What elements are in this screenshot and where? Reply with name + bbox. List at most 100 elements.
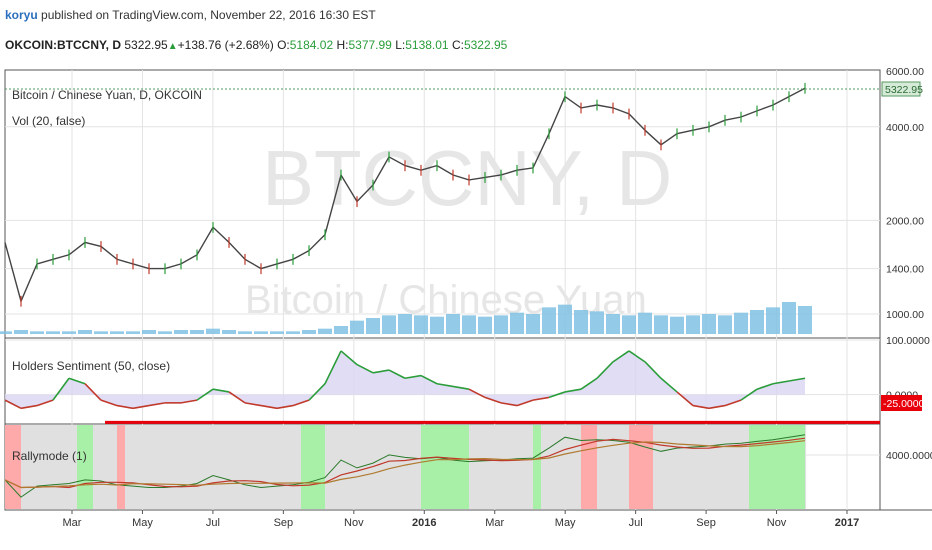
rally-band (301, 425, 325, 509)
volume-bar (206, 328, 220, 334)
close-value: 5322.95 (463, 38, 508, 52)
symbol-label: OKCOIN:BTCCNY, D (5, 38, 121, 52)
rally-band (629, 425, 653, 509)
sentiment-segment (660, 377, 678, 393)
sentiment-segment (740, 388, 758, 401)
x-tick-label: May (555, 517, 576, 529)
volume-bar (318, 328, 332, 334)
sentiment-segment (500, 402, 518, 407)
rally-band (5, 425, 21, 509)
volume-pane-title: Vol (20, false) (12, 114, 85, 128)
x-tick-label: Mar (63, 517, 82, 529)
rally-pane-title: Rallymode (1) (12, 449, 87, 463)
sentiment-segment (564, 388, 582, 393)
threshold-tag (881, 395, 922, 411)
volume-bar (222, 330, 236, 334)
rally-band (533, 425, 541, 509)
publish-info: published on TradingView.com, November 2… (41, 8, 376, 22)
y-tick-label: 4000.00 (886, 122, 924, 134)
x-tick-label: Sep (696, 517, 716, 529)
volume-bar (190, 330, 204, 334)
sentiment-segment (772, 380, 790, 385)
sentiment-area (5, 350, 805, 409)
rally-band (581, 425, 597, 509)
change-value: +138.76 (+2.68%) (177, 38, 274, 52)
volume-bar (446, 314, 460, 334)
low-value: 5138.01 (405, 38, 449, 52)
sentiment-segment (4, 399, 22, 410)
sentiment-segment (116, 404, 134, 410)
volume-bar (430, 316, 444, 334)
rally-price-line (4, 434, 806, 498)
publish-line: koryu published on TradingView.com, Nove… (5, 8, 376, 22)
x-tick-label: 2016 (412, 517, 436, 529)
x-tick-label: Jul (629, 517, 643, 529)
price-series (4, 82, 806, 307)
volume-bar (126, 331, 140, 334)
high-value: 5377.99 (348, 38, 392, 52)
volume-bar (702, 314, 716, 334)
sentiment-segment (644, 361, 662, 379)
rally-series (4, 434, 806, 498)
sentiment-segment (308, 383, 326, 401)
volume-bar (782, 302, 796, 334)
volume-bar (510, 312, 524, 334)
volume-bar (110, 331, 124, 334)
sentiment-segment (180, 399, 198, 404)
volume-bar (14, 330, 28, 334)
price-panel (4, 69, 881, 339)
volume-bar (270, 331, 284, 334)
ohlc-line: OKCOIN:BTCCNY, D 5322.95▲+138.76 (+2.68%… (5, 38, 507, 52)
sentiment-series (4, 350, 806, 410)
volume-bar (590, 311, 604, 334)
y-tick-label: 2000.00 (886, 215, 924, 227)
sentiment-segment (468, 388, 486, 399)
y-tick-label: 1400.00 (886, 264, 924, 276)
sentiment-segment (436, 382, 454, 388)
sentiment-segment (724, 399, 742, 407)
rally-background (6, 425, 806, 509)
author-link[interactable]: koryu (5, 8, 38, 22)
volume-bar (174, 330, 188, 334)
volume-bar (526, 314, 540, 334)
volume-bar (286, 331, 300, 334)
volume-bar (158, 331, 172, 334)
volume-bar (734, 312, 748, 334)
sentiment-segment (276, 404, 294, 410)
volume-bars (0, 302, 812, 334)
y-tick-label: 100.0000 (886, 335, 930, 347)
open-label: O: (277, 38, 290, 52)
volume-bar (142, 330, 156, 334)
sentiment-segment (260, 404, 278, 410)
volume-bar (750, 310, 764, 334)
last-price-tag-label: 5322.95 (885, 84, 923, 96)
sentiment-segment (36, 399, 54, 407)
volume-bar (0, 331, 12, 334)
volume-bar (478, 316, 492, 334)
volume-bar (542, 307, 556, 334)
x-axis-labels: Mar May Jul Sep Nov 2016 Mar May Jul Sep Nov 2017 (63, 510, 859, 529)
volume-bar (558, 304, 572, 334)
threshold-tag-label: -25.0000 (883, 398, 925, 410)
sentiment-segment (356, 363, 374, 374)
volume-bar (574, 310, 588, 334)
sentiment-segment (580, 377, 598, 390)
volume-bar (462, 315, 476, 334)
watermark-symbol: BTCCNY, D (262, 134, 672, 222)
volume-bar (62, 331, 76, 334)
sentiment-segment (420, 374, 438, 385)
sentiment-segment (212, 388, 230, 393)
sentiment-segment (596, 361, 614, 379)
volume-bar (366, 318, 380, 334)
sentiment-pane-title: Holders Sentiment (50, close) (12, 359, 170, 373)
volume-bar (622, 315, 636, 334)
x-tick-label: Mar (485, 517, 504, 529)
sentiment-segment (516, 399, 534, 407)
sentiment-segment (52, 377, 70, 401)
rally-band (77, 425, 93, 509)
x-tick-label: Nov (344, 517, 364, 529)
sentiment-segment (84, 383, 102, 401)
volume-bar (94, 331, 108, 334)
volume-bar (350, 320, 364, 334)
